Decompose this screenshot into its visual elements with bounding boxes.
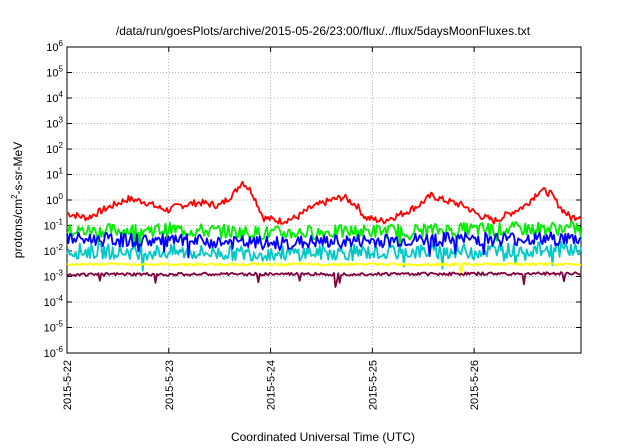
x-axis-label: Coordinated Universal Time (UTC)	[231, 430, 415, 444]
y-tick-label: 101	[46, 167, 63, 182]
x-tick-label: 2015-5-24	[266, 360, 278, 410]
y-tick-label: 100	[46, 192, 63, 207]
y-axis-label-rest: -s-sr-MeV	[11, 142, 25, 195]
x-axis-ticks: 2015-5-22 2015-5-23 2015-5-24 2015-5-25 2015…	[62, 47, 481, 410]
y-tick-label: 10-5	[44, 320, 64, 335]
x-tick-label: 2015-5-23	[164, 360, 176, 410]
flux-series-line-4	[66, 231, 582, 259]
y-axis-label: protons/cm2-s-sr-MeV	[10, 142, 25, 258]
y-tick-label: 10-2	[44, 243, 64, 258]
x-tick-label: 2015-5-25	[367, 360, 379, 410]
y-tick-label: 103	[46, 116, 63, 131]
y-axis-ticks: 10-6 10-5 10-4 10-3 10-2 10-1 100 101 102 103 104 1…	[44, 39, 581, 360]
y-tick-label: 104	[46, 90, 63, 105]
flux-series-line-1	[66, 180, 582, 225]
y-tick-label: 10-1	[44, 218, 64, 233]
y-tick-label: 106	[46, 39, 63, 54]
flux-series	[66, 180, 582, 288]
chart-title: /data/run/goesPlots/archive/2015-05-26/2…	[116, 24, 531, 38]
flux-series-line-5	[66, 262, 582, 277]
x-tick-label: 2015-5-26	[469, 360, 481, 410]
grid-lines	[67, 47, 581, 353]
flux-series-line-3	[66, 240, 582, 272]
y-tick-label: 10-3	[44, 269, 64, 284]
y-tick-label: 102	[46, 141, 63, 156]
plot-frame	[66, 46, 582, 354]
flux-series-line-6	[66, 271, 582, 288]
y-axis-label-unit: protons/cm	[11, 199, 25, 258]
y-tick-label: 10-6	[44, 345, 64, 360]
y-tick-label: 10-4	[44, 294, 64, 309]
y-axis-label-superscript: 2	[10, 194, 19, 199]
x-tick-label: 2015-5-22	[62, 360, 74, 410]
y-tick-label: 105	[46, 65, 63, 80]
